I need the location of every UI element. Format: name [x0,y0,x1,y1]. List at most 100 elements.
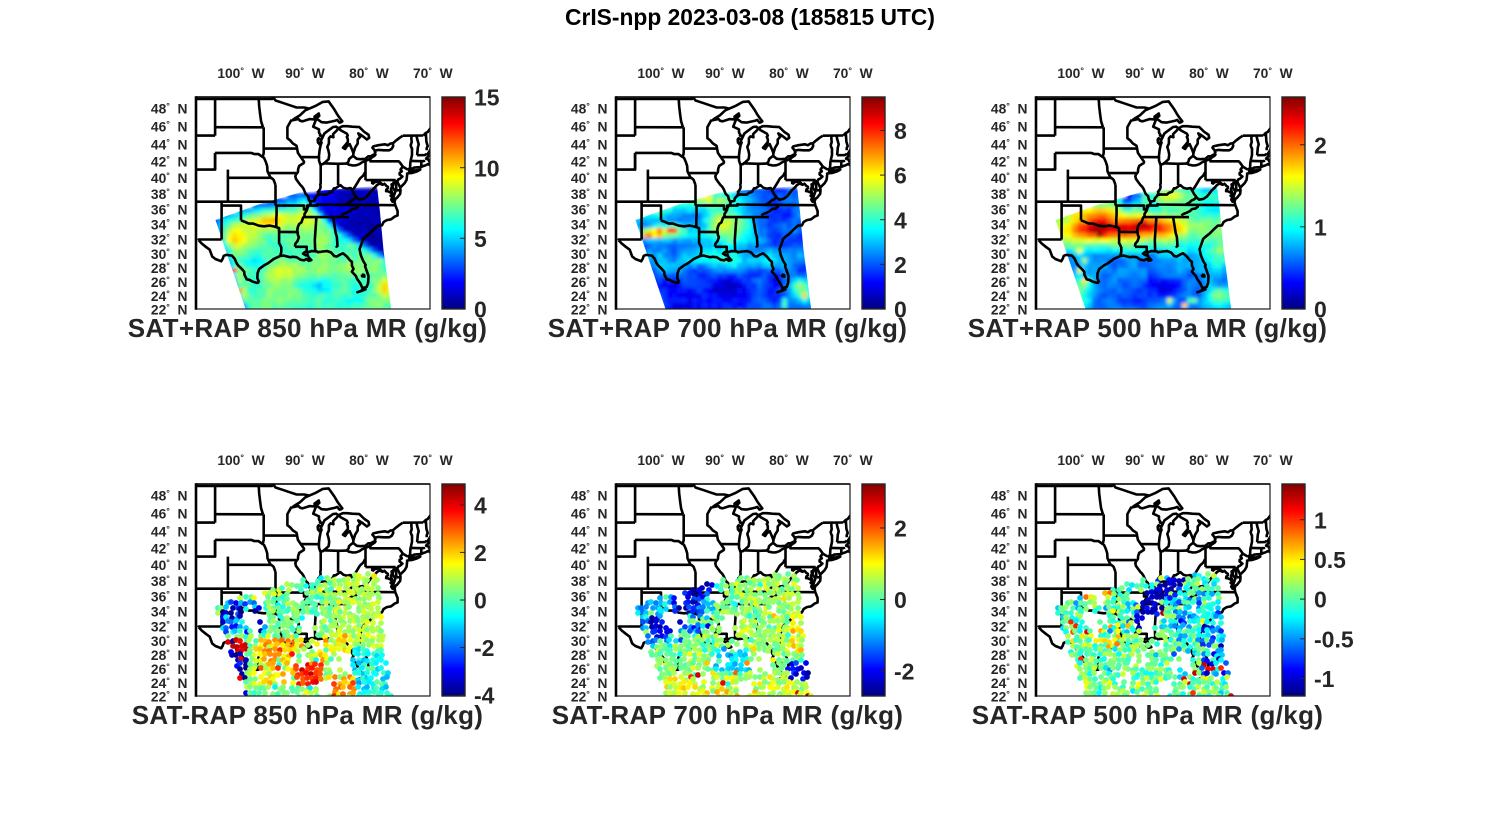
svg-text:70° W: 70° W [1253,66,1294,82]
svg-text:0: 0 [474,588,487,614]
svg-text:100° W: 100° W [637,453,685,469]
svg-text:-4: -4 [474,683,495,709]
svg-text:34° N: 34° N [571,217,608,233]
svg-text:38° N: 38° N [571,573,608,589]
svg-text:0: 0 [474,297,487,323]
svg-text:SAT+RAP 850 hPa MR (g/kg): SAT+RAP 850 hPa MR (g/kg) [128,313,488,343]
svg-text:80° W: 80° W [349,453,390,469]
svg-text:90° W: 90° W [705,453,746,469]
svg-text:46° N: 46° N [991,119,1028,135]
svg-text:70° W: 70° W [413,66,454,82]
svg-text:10: 10 [474,155,500,181]
svg-text:100° W: 100° W [1057,66,1105,82]
svg-text:32° N: 32° N [151,619,188,635]
svg-text:44° N: 44° N [151,137,188,153]
svg-text:8: 8 [894,118,907,144]
svg-text:22° N: 22° N [991,689,1028,705]
svg-text:4: 4 [894,207,907,233]
svg-text:26° N: 26° N [991,275,1028,291]
svg-text:44° N: 44° N [151,524,188,540]
svg-text:40° N: 40° N [991,557,1028,573]
svg-text:26° N: 26° N [571,275,608,291]
svg-text:SAT+RAP 500 hPa MR (g/kg): SAT+RAP 500 hPa MR (g/kg) [968,313,1328,343]
svg-text:22° N: 22° N [571,302,608,318]
svg-text:90° W: 90° W [285,66,326,82]
svg-text:34° N: 34° N [991,604,1028,620]
svg-text:70° W: 70° W [413,453,454,469]
svg-text:26° N: 26° N [151,275,188,291]
svg-text:0: 0 [894,297,907,323]
svg-text:30° N: 30° N [571,247,608,263]
svg-text:38° N: 38° N [991,573,1028,589]
svg-text:34° N: 34° N [991,217,1028,233]
svg-text:-2: -2 [474,635,494,661]
svg-text:30° N: 30° N [991,247,1028,263]
svg-text:46° N: 46° N [571,119,608,135]
svg-text:40° N: 40° N [571,557,608,573]
svg-text:42° N: 42° N [991,541,1028,557]
svg-text:80° W: 80° W [1189,66,1230,82]
svg-text:2: 2 [894,252,907,278]
svg-text:32° N: 32° N [991,232,1028,248]
svg-text:48° N: 48° N [991,488,1028,504]
svg-text:42° N: 42° N [571,154,608,170]
svg-text:38° N: 38° N [571,186,608,202]
svg-text:40° N: 40° N [151,170,188,186]
svg-text:30° N: 30° N [151,247,188,263]
svg-text:42° N: 42° N [151,541,188,557]
svg-text:40° N: 40° N [571,170,608,186]
svg-text:22° N: 22° N [571,689,608,705]
svg-text:-1: -1 [1314,666,1335,692]
svg-text:40° N: 40° N [991,170,1028,186]
svg-text:70° W: 70° W [833,453,874,469]
svg-text:42° N: 42° N [151,154,188,170]
svg-text:48° N: 48° N [571,488,608,504]
svg-text:36° N: 36° N [991,589,1028,605]
svg-text:34° N: 34° N [151,217,188,233]
svg-text:32° N: 32° N [571,619,608,635]
svg-text:32° N: 32° N [991,619,1028,635]
svg-text:100° W: 100° W [1057,453,1105,469]
svg-text:22° N: 22° N [151,302,188,318]
svg-text:36° N: 36° N [151,202,188,218]
svg-text:28° N: 28° N [151,261,188,277]
svg-text:32° N: 32° N [571,232,608,248]
svg-text:36° N: 36° N [991,202,1028,218]
svg-text:90° W: 90° W [1125,66,1166,82]
svg-text:34° N: 34° N [151,604,188,620]
svg-text:2: 2 [1314,132,1327,158]
svg-text:24° N: 24° N [151,675,188,691]
svg-text:CrIS-npp 2023-03-08 (185815 UT: CrIS-npp 2023-03-08 (185815 UTC) [565,4,935,30]
svg-text:28° N: 28° N [991,261,1028,277]
svg-text:38° N: 38° N [151,186,188,202]
svg-text:0.5: 0.5 [1314,547,1346,573]
svg-text:90° W: 90° W [1125,453,1166,469]
svg-text:1: 1 [1314,214,1327,240]
svg-text:2: 2 [894,516,907,542]
svg-text:100° W: 100° W [637,66,685,82]
svg-text:0: 0 [894,587,907,613]
svg-text:48° N: 48° N [151,488,188,504]
svg-text:44° N: 44° N [571,137,608,153]
svg-text:26° N: 26° N [571,662,608,678]
svg-text:26° N: 26° N [991,662,1028,678]
svg-text:2: 2 [474,540,487,566]
svg-text:42° N: 42° N [991,154,1028,170]
svg-text:32° N: 32° N [151,232,188,248]
svg-text:6: 6 [894,163,907,189]
svg-text:46° N: 46° N [991,506,1028,522]
svg-text:40° N: 40° N [151,557,188,573]
svg-text:SAT-RAP 850 hPa MR (g/kg): SAT-RAP 850 hPa MR (g/kg) [132,700,484,730]
svg-text:100° W: 100° W [217,453,265,469]
svg-text:4: 4 [474,493,487,519]
svg-text:46° N: 46° N [151,119,188,135]
svg-text:44° N: 44° N [991,524,1028,540]
svg-text:30° N: 30° N [991,634,1028,650]
svg-text:70° W: 70° W [833,66,874,82]
svg-text:5: 5 [474,226,487,252]
svg-text:24° N: 24° N [991,288,1028,304]
svg-text:-2: -2 [894,659,914,685]
svg-text:24° N: 24° N [991,675,1028,691]
svg-text:15: 15 [474,85,500,111]
svg-text:SAT-RAP 500 hPa MR (g/kg): SAT-RAP 500 hPa MR (g/kg) [972,700,1324,730]
